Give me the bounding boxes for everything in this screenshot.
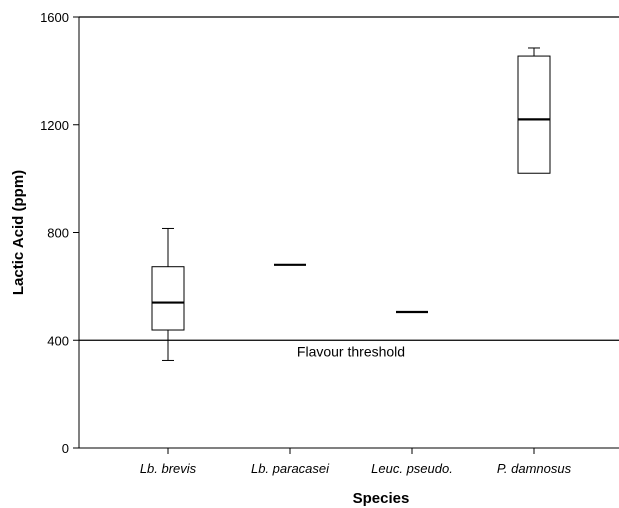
- y-tick-label: 0: [62, 441, 69, 456]
- axes-group: 0 400 800 1200 1600 Lb. brevis Lb. paracasei Le…: [40, 10, 619, 476]
- boxes-group: [151, 47, 551, 361]
- x-category-label: Leuc. pseudo.: [371, 461, 453, 476]
- reference-line-label: Flavour threshold: [297, 343, 405, 359]
- x-category-label: Lb. paracasei: [251, 461, 330, 476]
- x-category-label: P. damnosus: [497, 461, 572, 476]
- iqr-box: [517, 55, 551, 174]
- y-tick-label: 1600: [40, 10, 69, 25]
- box-p-damnosus: [517, 47, 551, 174]
- box-lb-brevis: [151, 227, 185, 361]
- y-tick-label: 1200: [40, 118, 69, 133]
- x-axis-title: Species: [353, 490, 410, 507]
- x-category-label: Lb. brevis: [140, 461, 197, 476]
- iqr-box: [151, 266, 185, 331]
- y-tick-label: 800: [47, 226, 69, 241]
- y-tick-label: 400: [47, 333, 69, 348]
- reference-lines-group: Flavour threshold: [79, 16, 619, 359]
- y-axis-title: Lactic Acid (ppm): [10, 170, 27, 295]
